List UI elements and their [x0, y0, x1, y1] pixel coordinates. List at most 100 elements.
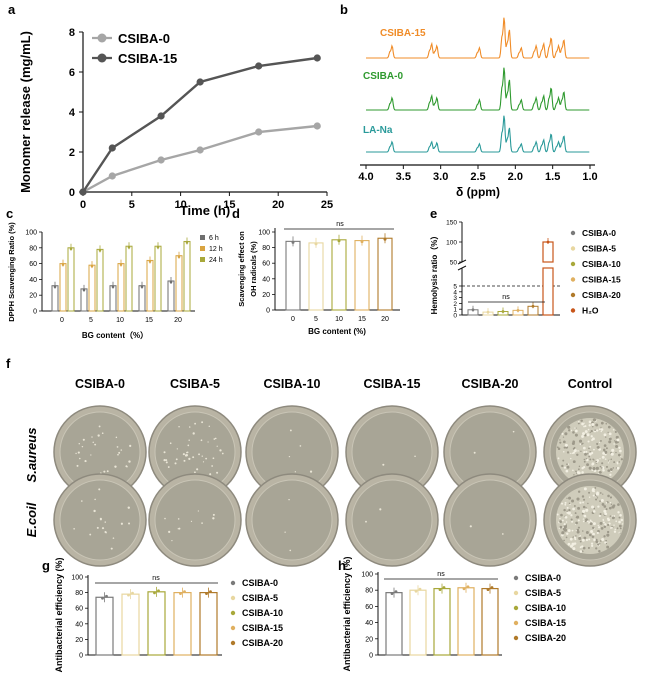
- colony-1-5-75: [598, 514, 601, 518]
- chart-h-dot-0-b: [394, 590, 398, 594]
- chart-e-ytick-label-6: 50: [450, 260, 458, 267]
- colony-1-5-155: [599, 500, 601, 502]
- colony-0-5-165: [581, 435, 584, 438]
- colony-1-5-188: [592, 532, 595, 536]
- colony-0-5-68: [605, 465, 609, 468]
- colony-0-1-21: [175, 458, 178, 461]
- colony-0-0-0: [75, 452, 77, 455]
- colony-1-5-64: [563, 539, 565, 542]
- colony-1-1-9: [201, 522, 203, 524]
- chart-d-xtick-label-1: 5: [314, 316, 318, 323]
- colony-0-5-113: [605, 422, 608, 425]
- colony-1-5-142: [599, 542, 601, 545]
- colony-1-5-157: [606, 530, 610, 534]
- chart-c-dot-0-0: [53, 285, 57, 289]
- chart-a-point-0-3: [196, 146, 204, 154]
- plates-col-header-3: CSIBA-15: [364, 377, 421, 391]
- chart-e-ytick-label-4: 4: [453, 289, 457, 296]
- chart-c-legend-swatch-2: [200, 257, 205, 262]
- colony-1-5-25: [568, 502, 571, 505]
- chart-d-dot-3: [360, 240, 364, 244]
- colony-0-5-218: [612, 428, 615, 431]
- chart-g-bar-4: [199, 591, 218, 656]
- colony-0-0-26: [98, 425, 101, 428]
- colony-1-5-32: [615, 520, 618, 523]
- colony-0-5-187: [562, 440, 566, 444]
- colony-1-5-58: [595, 540, 599, 544]
- colony-1-5-97: [589, 533, 592, 537]
- colony-0-1-1: [165, 459, 168, 462]
- chart-g-bar-3: [173, 591, 192, 656]
- colony-0-1-27: [201, 421, 204, 424]
- chart-d-dot-4: [383, 237, 387, 241]
- chart-e-legend-label-5: H₂O: [582, 306, 599, 316]
- colony-0-5-61: [578, 468, 580, 471]
- chart-c-ytick-label-0: 0: [33, 309, 37, 316]
- colony-1-5-181: [575, 516, 577, 519]
- chart-c-bar-2-0: [67, 247, 75, 312]
- colony-0-5-189: [618, 461, 621, 463]
- chart-b-label-csiba15: CSIBA-15: [380, 28, 426, 39]
- chart-c-dot-2-0: [69, 247, 73, 251]
- colony-1-5-163: [599, 540, 602, 542]
- chart-a-ytick-label-2: 4: [69, 107, 76, 119]
- colony-1-5-96: [618, 520, 621, 524]
- colony-0-0-6: [78, 443, 80, 445]
- chart-c-ytick-label-2: 40: [29, 277, 37, 284]
- colony-1-5-174: [571, 542, 575, 546]
- colony-0-5-170: [583, 425, 585, 428]
- chart-e-dot-3: [516, 308, 520, 312]
- colony-0-5-161: [600, 421, 604, 425]
- plates-row-label-0: S.aureus: [24, 428, 39, 483]
- colony-0-5-168: [607, 425, 611, 429]
- colony-0-5-215: [593, 466, 596, 469]
- chart-a-ytick-label-0: 0: [69, 187, 75, 199]
- colony-1-5-50: [565, 536, 568, 539]
- colony-0-0-25: [129, 444, 132, 448]
- colony-0-0-22: [79, 457, 81, 460]
- colony-1-5-158: [588, 491, 591, 494]
- chart-c-ytick-label-1: 20: [29, 293, 37, 300]
- colony-1-5-167: [604, 512, 608, 516]
- chart-a-legend-label-0: CSIBA-0: [118, 31, 170, 46]
- chart-c-bar-1-0: [59, 263, 67, 312]
- colony-1-5-195: [597, 543, 600, 546]
- chart-a-ylabel: Monomer release (mg/mL): [18, 31, 33, 193]
- colony-1-5-57: [566, 497, 568, 499]
- colony-0-1-36: [176, 448, 178, 450]
- colony-0-1-44: [194, 471, 196, 474]
- colony-0-5-174: [590, 429, 593, 433]
- chart-d-dot-0: [291, 240, 295, 244]
- colony-0-5-32: [587, 428, 590, 431]
- colony-1-5-213: [577, 506, 581, 510]
- colony-1-0-8: [104, 521, 106, 523]
- colony-1-5-169: [567, 511, 571, 515]
- colony-1-5-84: [600, 526, 604, 530]
- colony-1-0-15: [94, 498, 96, 501]
- colony-0-5-88: [600, 426, 602, 428]
- chart-h-bar-1: [409, 589, 427, 656]
- chart-d-ylabel-line1: Scavenging effect on: [237, 231, 246, 307]
- chart-h-dot-1-a: [414, 589, 418, 593]
- colony-0-5-191: [577, 450, 579, 452]
- colony-1-5-48: [559, 525, 563, 529]
- colony-0-1-38: [183, 459, 186, 462]
- colony-0-1-13: [187, 444, 190, 447]
- chart-g-bar-1: [121, 593, 140, 656]
- chart-g-dot-4-b: [209, 590, 212, 593]
- colony-0-3-1: [382, 463, 385, 466]
- colony-1-5-214: [601, 538, 605, 542]
- colony-0-1-41: [200, 439, 203, 441]
- chart-d-dot-2: [337, 239, 341, 243]
- panel-letter-g: g: [42, 558, 50, 573]
- chart-d-ylabel-line2: OH radicals (%): [249, 241, 258, 297]
- colony-1-5-40: [613, 530, 617, 533]
- chart-a-point-1-1: [108, 144, 116, 152]
- colony-0-0-27: [117, 453, 119, 456]
- colony-0-1-12: [202, 461, 205, 463]
- colony-1-5-154: [561, 519, 564, 522]
- chart-e-legend-label-2: CSIBA-10: [582, 259, 621, 269]
- colony-0-5-71: [570, 452, 572, 455]
- colony-0-1-11: [196, 468, 199, 471]
- colony-0-5-216: [572, 431, 575, 434]
